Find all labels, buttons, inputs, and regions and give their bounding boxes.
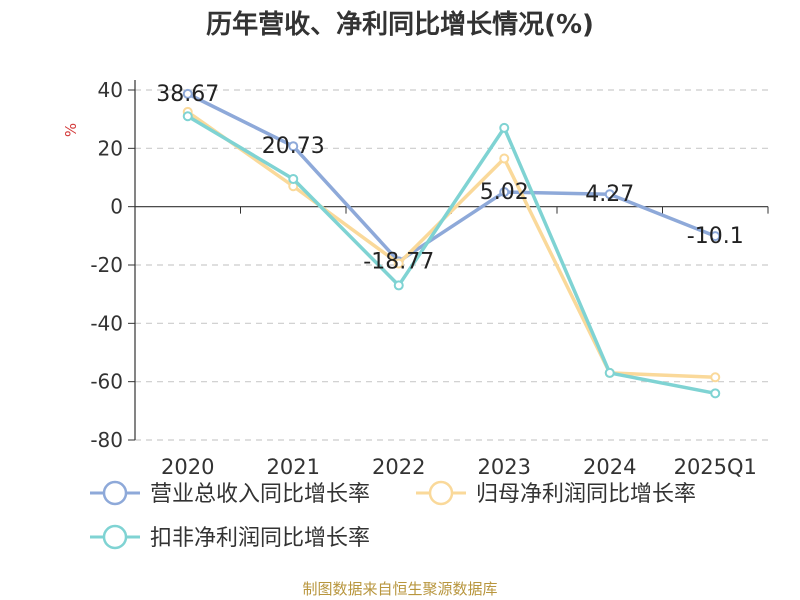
legend-label: 归母净利润同比增长率 (476, 482, 696, 507)
series-line (186, 92, 716, 264)
source-note: 制图数据来自恒生聚源数据库 (302, 580, 498, 598)
x-tick-label: 2024 (583, 455, 636, 479)
y-tick-label: -20 (90, 253, 123, 277)
data-point (710, 231, 721, 242)
data-point (604, 367, 615, 378)
data-point (499, 122, 510, 133)
data-label: -10.1 (687, 224, 744, 249)
data-label: 20.73 (262, 134, 325, 159)
data-label: -18.77 (363, 249, 434, 274)
y-tick-label: 40 (98, 78, 123, 102)
data-point (499, 153, 510, 164)
data-point (604, 189, 615, 200)
x-tick-label: 2022 (372, 455, 425, 479)
legend-label: 营业总收入同比增长率 (150, 482, 370, 507)
legend-marker (428, 480, 454, 506)
x-tick-label: 2020 (161, 455, 214, 479)
data-point (182, 111, 193, 122)
data-point (710, 372, 721, 383)
series-line (186, 114, 716, 396)
data-point (182, 88, 193, 99)
data-point (393, 280, 404, 291)
series-line (186, 110, 716, 380)
data-label: 4.27 (585, 182, 634, 207)
x-tick-label: 2023 (478, 455, 531, 479)
legend-marker (102, 480, 128, 506)
y-tick-label: -40 (90, 311, 123, 335)
data-label: 5.02 (480, 180, 529, 205)
y-tick-label: 20 (98, 136, 123, 160)
chart-title: 历年营收、净利同比增长情况(%) (206, 10, 594, 40)
y-axis-label: % (62, 123, 80, 137)
data-point (288, 173, 299, 184)
data-point (710, 388, 721, 399)
data-point (499, 187, 510, 198)
y-tick-label: -60 (90, 370, 123, 394)
x-tick-label: 2025Q1 (674, 455, 757, 479)
x-tick-label: 2021 (267, 455, 320, 479)
data-point (288, 141, 299, 152)
y-tick-label: 0 (110, 195, 123, 219)
y-tick-label: -80 (90, 428, 123, 452)
legend-marker (102, 524, 128, 550)
data-label: 38.67 (156, 82, 219, 107)
data-point (393, 258, 404, 269)
legend-label: 扣非净利润同比增长率 (150, 526, 370, 551)
